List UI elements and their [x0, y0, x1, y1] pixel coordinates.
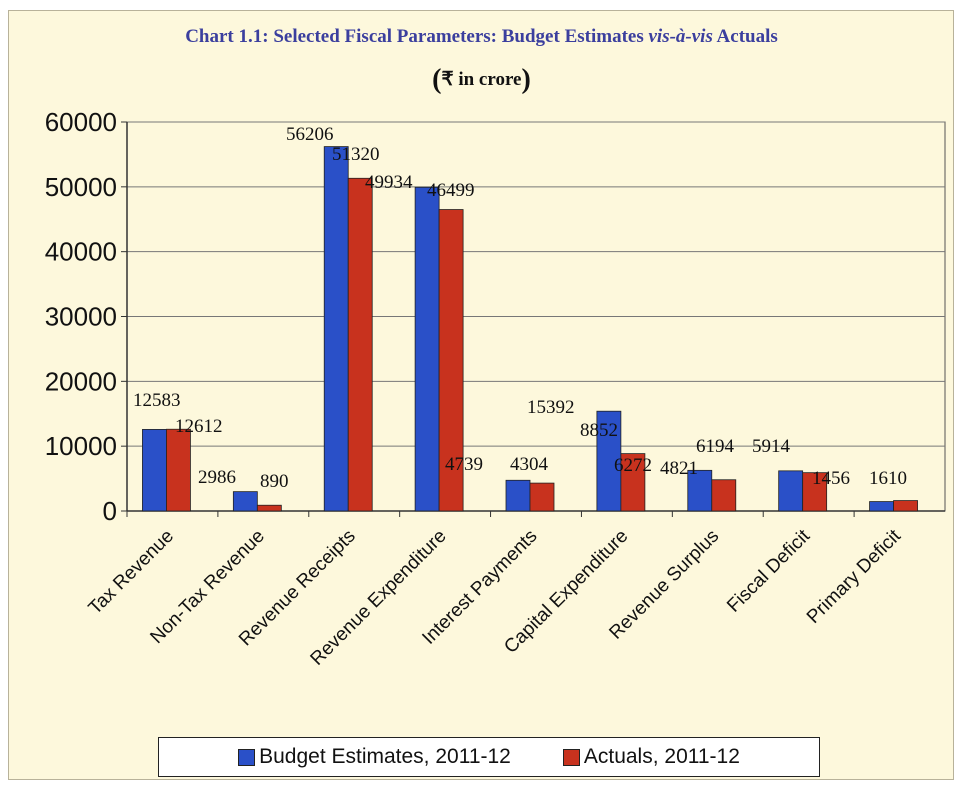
bar — [596, 410, 622, 512]
legend-swatch-budget — [238, 748, 256, 766]
data-label: 1610 — [869, 468, 907, 489]
data-label: 4304 — [510, 454, 549, 475]
data-label: 51320 — [332, 144, 380, 165]
data-label: 12583 — [133, 390, 181, 411]
bar — [505, 479, 531, 512]
y-tick-label: 0 — [103, 496, 117, 526]
data-label: 12612 — [175, 416, 223, 437]
data-label: 1456 — [812, 468, 850, 489]
category-label: Tax Revenue — [85, 526, 178, 619]
bar — [778, 470, 804, 512]
data-label: 6194 — [696, 436, 735, 457]
legend-swatch-actuals — [562, 748, 580, 766]
data-label: 4739 — [445, 454, 483, 475]
bar — [166, 428, 191, 512]
data-label: 890 — [260, 471, 289, 492]
legend-item-actuals: Actuals, 2011-12 — [562, 745, 740, 769]
bar — [256, 504, 282, 512]
category-label: Primary Deficit — [803, 525, 906, 628]
bar — [142, 429, 167, 512]
bar — [711, 479, 737, 512]
y-tick-label: 30000 — [45, 302, 117, 332]
category-label: Fiscal Deficit — [723, 525, 815, 617]
y-tick-label: 50000 — [45, 172, 117, 202]
data-label: 49934 — [365, 172, 413, 193]
bar — [529, 482, 555, 512]
chart-legend: Budget Estimates, 2011-12 Actuals, 2011-… — [158, 737, 820, 777]
data-label: 56206 — [286, 124, 334, 145]
legend-item-budget: Budget Estimates, 2011-12 — [238, 745, 511, 769]
legend-label-budget: Budget Estimates, 2011-12 — [259, 745, 511, 768]
y-tick-label: 60000 — [45, 107, 117, 137]
y-tick-label: 40000 — [45, 237, 117, 267]
bar — [347, 177, 373, 512]
bar — [323, 146, 349, 512]
data-label: 6272 — [614, 455, 652, 476]
data-label: 8852 — [580, 420, 618, 441]
legend-label-actuals: Actuals, 2011-12 — [583, 745, 740, 768]
data-label: 4821 — [660, 458, 698, 479]
chart-title: Chart 1.1: Selected Fiscal Parameters: B… — [0, 26, 963, 48]
chart-title-italic: vis-à-vis — [648, 26, 713, 47]
bar — [893, 500, 918, 512]
bar — [687, 469, 713, 512]
chart-title-end: Actuals — [712, 26, 778, 47]
y-tick-label: 10000 — [45, 431, 117, 461]
bar — [232, 491, 258, 512]
data-label: 2986 — [198, 467, 236, 488]
bar — [414, 186, 440, 512]
chart-subtitle: (₹ in crore) — [432, 64, 531, 95]
chart-title-start: Chart 1.1: Selected Fiscal Parameters: B… — [185, 26, 649, 47]
y-tick-label: 20000 — [45, 366, 117, 396]
data-label: 15392 — [527, 397, 575, 418]
bar — [802, 472, 828, 512]
bar — [438, 209, 464, 512]
bar — [620, 453, 646, 512]
data-label: 5914 — [752, 436, 791, 457]
data-label: 46499 — [427, 180, 475, 201]
bar — [869, 501, 894, 512]
chart-subtitle-text: ₹ in crore — [441, 69, 522, 90]
